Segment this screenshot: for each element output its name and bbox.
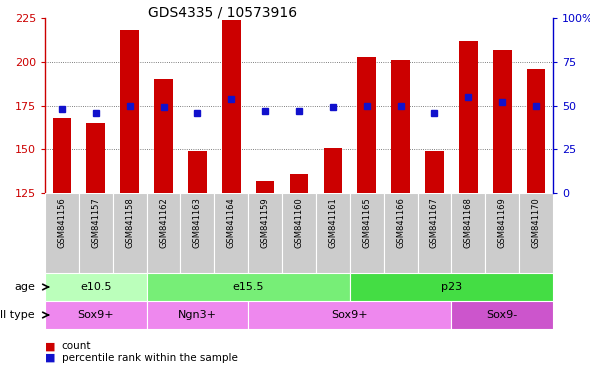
Bar (53, 118, 71, 193)
Text: age: age (14, 282, 35, 292)
Bar (87, 123, 105, 193)
Bar (451, 301, 553, 329)
Bar (79, 193, 113, 273)
Bar (45, 301, 146, 329)
Text: GSM841158: GSM841158 (125, 197, 134, 248)
Text: GSM841163: GSM841163 (193, 197, 202, 248)
Bar (391, 60, 410, 193)
Bar (256, 181, 274, 193)
Bar (154, 79, 173, 193)
Bar (120, 30, 139, 193)
Bar (222, 20, 241, 193)
Text: e10.5: e10.5 (80, 282, 112, 292)
Text: GSM841160: GSM841160 (294, 197, 303, 248)
Bar (350, 273, 553, 301)
Bar (350, 193, 384, 273)
Text: Sox9+: Sox9+ (77, 310, 114, 320)
Text: GSM841169: GSM841169 (498, 197, 507, 248)
Bar (45, 193, 79, 273)
Text: GSM841164: GSM841164 (227, 197, 236, 248)
Text: GSM841167: GSM841167 (430, 197, 439, 248)
Bar (527, 69, 545, 193)
Bar (384, 193, 418, 273)
Bar (358, 56, 376, 193)
Text: GSM841161: GSM841161 (329, 197, 337, 248)
Bar (485, 193, 519, 273)
Bar (459, 41, 478, 193)
Text: GSM841159: GSM841159 (261, 197, 270, 248)
Bar (493, 50, 512, 193)
Text: GDS4335 / 10573916: GDS4335 / 10573916 (148, 5, 297, 19)
Bar (146, 301, 248, 329)
Text: Ngn3+: Ngn3+ (178, 310, 217, 320)
Bar (214, 193, 248, 273)
Text: GSM841162: GSM841162 (159, 197, 168, 248)
Text: ■: ■ (45, 353, 55, 363)
Text: GSM841157: GSM841157 (91, 197, 100, 248)
Bar (45, 273, 146, 301)
Text: count: count (61, 341, 91, 351)
Text: GSM841170: GSM841170 (532, 197, 540, 248)
Bar (188, 151, 206, 193)
Text: ■: ■ (45, 341, 55, 351)
Bar (146, 273, 350, 301)
Text: p23: p23 (441, 282, 462, 292)
Bar (113, 193, 146, 273)
Text: percentile rank within the sample: percentile rank within the sample (61, 353, 237, 363)
Text: GSM841156: GSM841156 (57, 197, 67, 248)
Bar (248, 193, 282, 273)
Text: e15.5: e15.5 (232, 282, 264, 292)
Bar (323, 147, 342, 193)
Bar (519, 193, 553, 273)
Text: GSM841168: GSM841168 (464, 197, 473, 248)
Text: Sox9-: Sox9- (487, 310, 518, 320)
Bar (316, 193, 350, 273)
Bar (425, 151, 444, 193)
Bar (248, 301, 451, 329)
Text: cell type: cell type (0, 310, 35, 320)
Bar (146, 193, 181, 273)
Bar (282, 193, 316, 273)
Bar (451, 193, 485, 273)
Bar (290, 174, 309, 193)
Bar (181, 193, 214, 273)
Text: GSM841166: GSM841166 (396, 197, 405, 248)
Bar (418, 193, 451, 273)
Text: Sox9+: Sox9+ (332, 310, 368, 320)
Text: GSM841165: GSM841165 (362, 197, 371, 248)
